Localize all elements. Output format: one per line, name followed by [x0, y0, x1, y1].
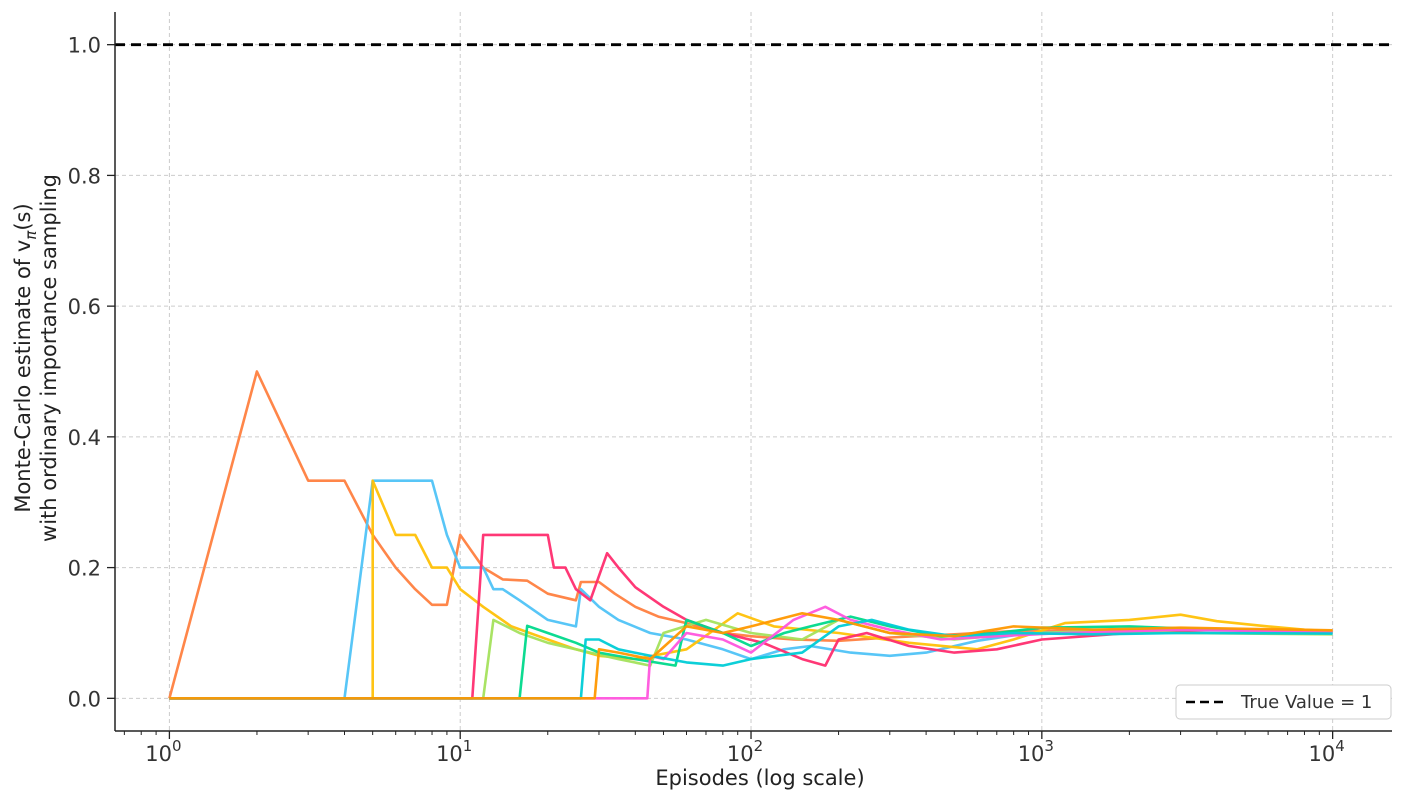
- y-tick-label-5: 1.0: [68, 34, 101, 58]
- y-axis-label-line1: Monte-Carlo estimate of v: [11, 240, 35, 513]
- y-axis-label: Monte-Carlo estimate of vπ(s) with ordin…: [11, 174, 61, 542]
- axes: [107, 12, 1392, 739]
- x-axis-label: Episodes (log scale): [655, 766, 864, 790]
- grid-lines: [115, 12, 1392, 731]
- x-tick-label-2: 102: [727, 737, 763, 766]
- y-tick-label-2: 0.4: [68, 426, 101, 450]
- series-line-2: [169, 479, 1333, 700]
- x-tick-label-1: 101: [436, 737, 472, 766]
- y-tick-label-1: 0.2: [68, 557, 101, 581]
- y-axis-label-line2: with ordinary importance sampling: [37, 174, 61, 542]
- x-tick-label-4: 104: [1308, 737, 1344, 766]
- svg-text:Monte-Carlo estimate of vπ(s): Monte-Carlo estimate of vπ(s): [11, 203, 40, 512]
- legend: True Value = 1: [1175, 684, 1392, 720]
- legend-box: [1175, 684, 1392, 720]
- y-tick-label-4: 0.8: [68, 164, 101, 188]
- series-line-8: [169, 612, 1333, 700]
- x-tick-label-3: 103: [1018, 737, 1054, 766]
- y-tick-labels: 0.0 0.2 0.4 0.6 0.8 1.0: [68, 34, 101, 712]
- x-tick-label-0: 100: [145, 737, 181, 766]
- y-tick-label-3: 0.6: [68, 295, 101, 319]
- series-layer: [168, 370, 1333, 700]
- y-tick-label-0: 0.0: [68, 687, 101, 711]
- y-axis-label-tail: (s): [11, 203, 35, 230]
- x-tick-labels: 100 101 102 103 104: [145, 737, 1345, 766]
- series-line-5: [169, 615, 1333, 700]
- series-line-7: [169, 618, 1333, 700]
- legend-label: True Value = 1: [1240, 692, 1372, 713]
- series-line-1: [169, 479, 1333, 700]
- y-axis-label-subscript: π: [22, 230, 40, 240]
